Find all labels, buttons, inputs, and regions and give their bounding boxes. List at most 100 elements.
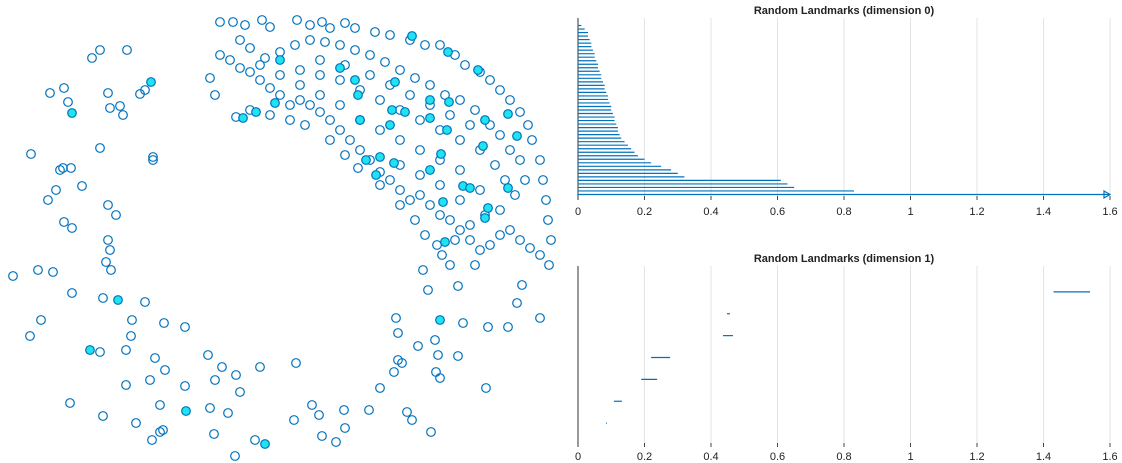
point — [26, 149, 36, 159]
point — [503, 109, 513, 119]
point — [145, 375, 155, 385]
point — [450, 235, 460, 245]
point — [517, 280, 527, 290]
point — [285, 115, 295, 125]
point — [325, 135, 335, 145]
point — [265, 83, 275, 93]
point — [300, 120, 310, 130]
point — [440, 237, 450, 247]
point — [495, 130, 505, 140]
point — [59, 83, 69, 93]
point — [512, 131, 522, 141]
point — [67, 288, 77, 298]
point — [445, 110, 455, 120]
x-tick-label: 1.4 — [1036, 451, 1051, 463]
point — [98, 293, 108, 303]
point — [442, 125, 452, 135]
point — [444, 97, 454, 107]
point — [415, 145, 425, 155]
point — [235, 63, 245, 73]
point — [460, 60, 470, 70]
point — [364, 405, 374, 415]
x-tick-label: 0.6 — [770, 206, 785, 218]
point — [483, 203, 493, 213]
point — [238, 113, 248, 123]
point — [426, 427, 436, 437]
x-tick-label: 0.4 — [703, 206, 718, 218]
point — [235, 387, 245, 397]
point — [215, 50, 225, 60]
point — [375, 180, 385, 190]
point — [541, 195, 551, 205]
point — [515, 107, 525, 117]
point — [480, 115, 490, 125]
point — [270, 98, 280, 108]
x-tick-label: 1.4 — [1036, 206, 1051, 218]
point — [436, 149, 446, 159]
point — [443, 47, 453, 57]
point — [413, 341, 423, 351]
point — [473, 65, 483, 75]
point — [405, 195, 415, 205]
point — [433, 350, 443, 360]
point — [355, 145, 365, 155]
point — [66, 163, 76, 173]
point — [495, 230, 505, 240]
point — [25, 331, 35, 341]
chart-title: Random Landmarks (dimension 1) — [754, 253, 935, 265]
point — [535, 155, 545, 165]
point — [445, 215, 455, 225]
point — [546, 235, 556, 245]
point — [126, 331, 136, 341]
x-tick-label: 0.4 — [703, 451, 718, 463]
point — [148, 155, 158, 165]
point — [455, 95, 465, 105]
point — [370, 27, 380, 37]
point — [131, 418, 141, 428]
infinite-arrow — [1103, 189, 1112, 200]
point — [389, 367, 399, 377]
point — [320, 37, 330, 47]
point — [538, 175, 548, 185]
point — [505, 145, 515, 155]
point — [205, 403, 215, 413]
point — [535, 250, 545, 260]
point — [445, 260, 455, 270]
point — [63, 97, 73, 107]
point — [260, 53, 270, 63]
point — [58, 163, 68, 173]
point — [315, 90, 325, 100]
point — [435, 315, 445, 325]
point — [203, 350, 213, 360]
point — [339, 405, 349, 415]
point — [275, 70, 285, 80]
point — [410, 215, 420, 225]
point — [147, 435, 157, 445]
point — [305, 20, 315, 30]
point — [465, 220, 475, 230]
x-tick-label: 1.2 — [969, 206, 984, 218]
point — [160, 365, 170, 375]
point — [425, 165, 435, 175]
point — [423, 285, 433, 295]
point — [503, 322, 513, 332]
point — [260, 439, 270, 449]
point — [111, 210, 121, 220]
point — [289, 415, 299, 425]
point — [340, 18, 350, 28]
point — [395, 185, 405, 195]
point — [375, 95, 385, 105]
point — [225, 55, 235, 65]
point — [495, 85, 505, 95]
point — [453, 281, 463, 291]
point — [385, 30, 395, 40]
point — [181, 406, 191, 416]
point — [512, 298, 522, 308]
point — [295, 95, 305, 105]
point — [101, 257, 111, 267]
point — [148, 152, 158, 162]
point — [350, 45, 360, 55]
x-tick-label: 0.6 — [770, 451, 785, 463]
point — [393, 328, 403, 338]
point — [391, 313, 401, 323]
